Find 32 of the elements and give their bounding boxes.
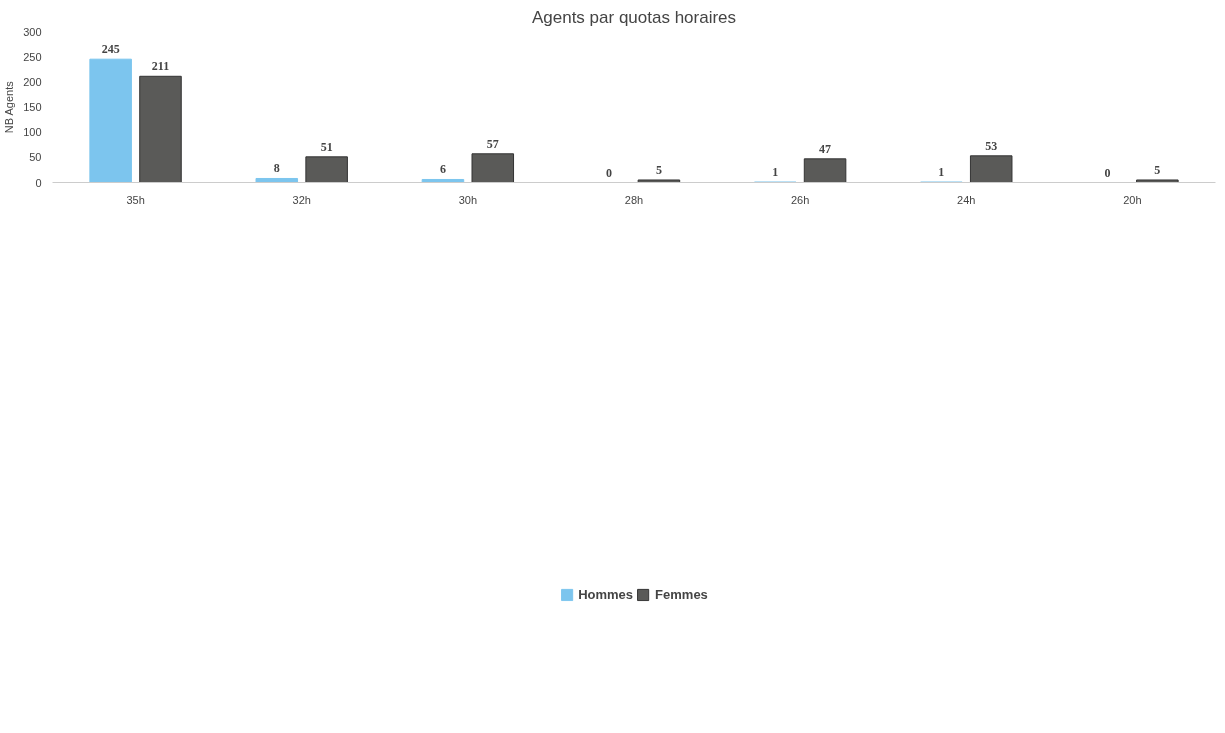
data-label: 5 bbox=[1154, 162, 1161, 177]
data-label: 1 bbox=[772, 165, 779, 179]
legend-label: Hommes bbox=[578, 586, 634, 602]
data-label: 57 bbox=[486, 136, 499, 151]
y-tick-label: 100 bbox=[23, 126, 42, 139]
data-label: 47 bbox=[819, 141, 832, 156]
y-tick-label: 0 bbox=[35, 176, 42, 189]
x-tick-label: 24h bbox=[957, 193, 976, 206]
x-tick-label: 20h bbox=[1123, 193, 1142, 206]
x-tick-label: 26h bbox=[790, 193, 810, 206]
data-label: 5 bbox=[655, 162, 662, 177]
data-label: 6 bbox=[439, 162, 446, 177]
data-label: 0 bbox=[606, 165, 613, 180]
chart-title: Agents par quotas horaires bbox=[531, 7, 737, 27]
data-label: 245 bbox=[101, 42, 120, 57]
data-label: 211 bbox=[151, 59, 170, 74]
y-tick-label: 50 bbox=[29, 151, 42, 164]
y-tick-label: 200 bbox=[23, 75, 42, 88]
x-tick-label: 30h bbox=[458, 193, 478, 206]
y-tick-label: 150 bbox=[23, 101, 42, 113]
y-tick-label: 300 bbox=[23, 25, 42, 38]
data-label: 51 bbox=[320, 139, 333, 154]
data-label: 1 bbox=[938, 165, 945, 179]
x-tick-label: 28h bbox=[624, 193, 644, 206]
data-label: 0 bbox=[1104, 165, 1111, 180]
data-label: 53 bbox=[985, 138, 998, 153]
y-tick-label: 250 bbox=[23, 50, 42, 63]
y-axis-title: NB Agents bbox=[3, 80, 16, 134]
x-tick-label: 35h bbox=[126, 193, 145, 206]
legend-label: Femmes bbox=[655, 586, 708, 602]
data-label: 8 bbox=[273, 161, 280, 176]
x-tick-label: 32h bbox=[292, 193, 311, 206]
